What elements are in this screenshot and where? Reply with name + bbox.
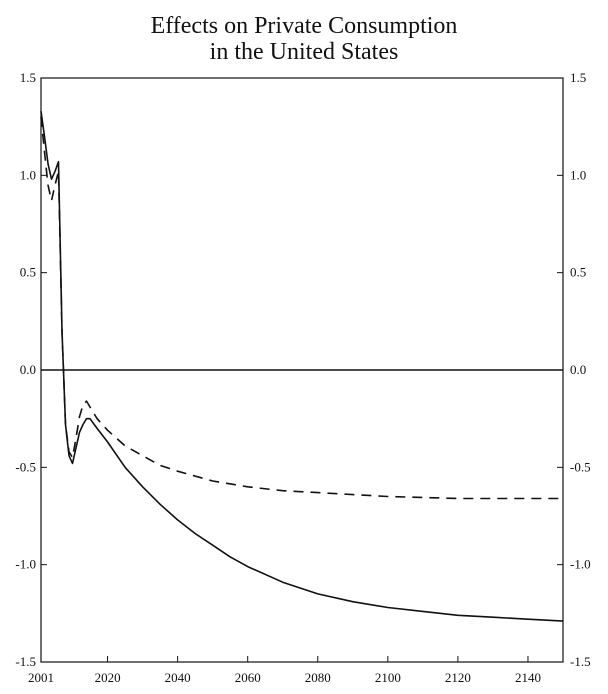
y-tick-label-left: 0.0	[20, 362, 36, 377]
y-tick-label-right: 1.0	[570, 167, 586, 182]
y-tick-label-right: -1.0	[570, 557, 591, 572]
y-tick-label-left: -1.5	[15, 654, 36, 669]
x-tick-label: 2080	[305, 670, 331, 685]
y-tick-label-left: 1.5	[20, 70, 36, 85]
y-tick-label-left: -1.0	[15, 557, 36, 572]
x-tick-label: 2020	[95, 670, 121, 685]
series-layer	[40, 110, 564, 622]
x-tick-label: 2120	[445, 670, 471, 685]
y-tick-label-left: -0.5	[15, 459, 36, 474]
y-tick-label-left: 0.5	[20, 265, 36, 280]
chart-title-line-1: Effects on Private Consumption	[150, 13, 458, 39]
y-tick-label-right: -1.5	[570, 654, 591, 669]
y-tick-label-right: -0.5	[570, 459, 591, 474]
y-tick-label-right: 0.0	[570, 362, 586, 377]
chart-title-line-2: in the United States	[209, 39, 399, 65]
series-line-solid	[40, 110, 564, 622]
series-line-dashed	[40, 116, 563, 500]
x-tick-label: 2001	[28, 670, 54, 685]
y-tick-label-right: 0.5	[570, 265, 586, 280]
y-tick-label-right: 1.5	[570, 70, 586, 85]
x-tick-label: 2040	[165, 670, 191, 685]
tick-labels: -1.5 -1.5 -1.0 -1.0 -0.5 -0.5 0.0 0.0 0.5 0.5 1.0 1…	[15, 70, 590, 685]
x-tick-label: 2100	[375, 670, 401, 685]
x-tick-label: 2060	[235, 670, 261, 685]
y-tick-label-left: 1.0	[20, 167, 36, 182]
x-tick-label: 2140	[515, 670, 541, 685]
